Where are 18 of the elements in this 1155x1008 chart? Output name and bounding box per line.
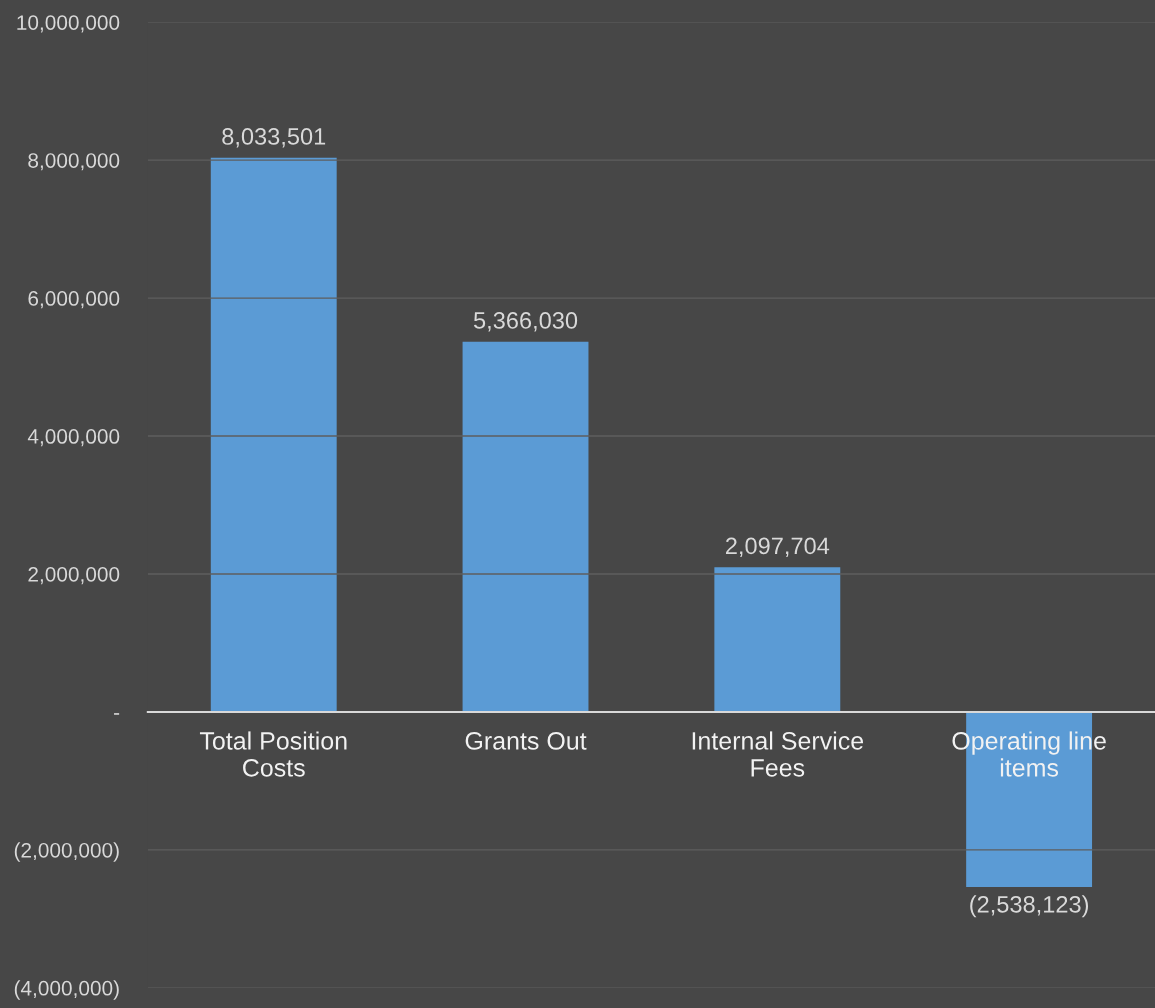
data-label: 2,097,704 — [725, 537, 830, 558]
y-tick-label: - — [114, 713, 120, 715]
y-tick-label: (2,000,000) — [14, 842, 119, 862]
y-tick-label: (4,000,000) — [14, 980, 119, 1000]
bar — [210, 157, 337, 712]
x-tick-label: Internal Service Fees — [692, 731, 864, 777]
x-tick-label: Grants Out — [465, 732, 587, 750]
bar — [462, 341, 589, 712]
y-tick-label: 2,000,000 — [28, 566, 120, 585]
y-tick-label: 6,000,000 — [28, 291, 120, 309]
data-label: (2,538,123) — [970, 895, 1089, 918]
y-tick-label: 8,000,000 — [28, 153, 120, 171]
data-label: 5,366,030 — [473, 312, 578, 332]
x-tick-label: Total Position Costs — [199, 731, 347, 777]
y-tick-label: 10,000,000 — [17, 15, 120, 33]
y-tick-label: 4,000,000 — [27, 429, 120, 447]
bar — [714, 567, 841, 712]
data-label: 8,033,501 — [222, 128, 326, 148]
